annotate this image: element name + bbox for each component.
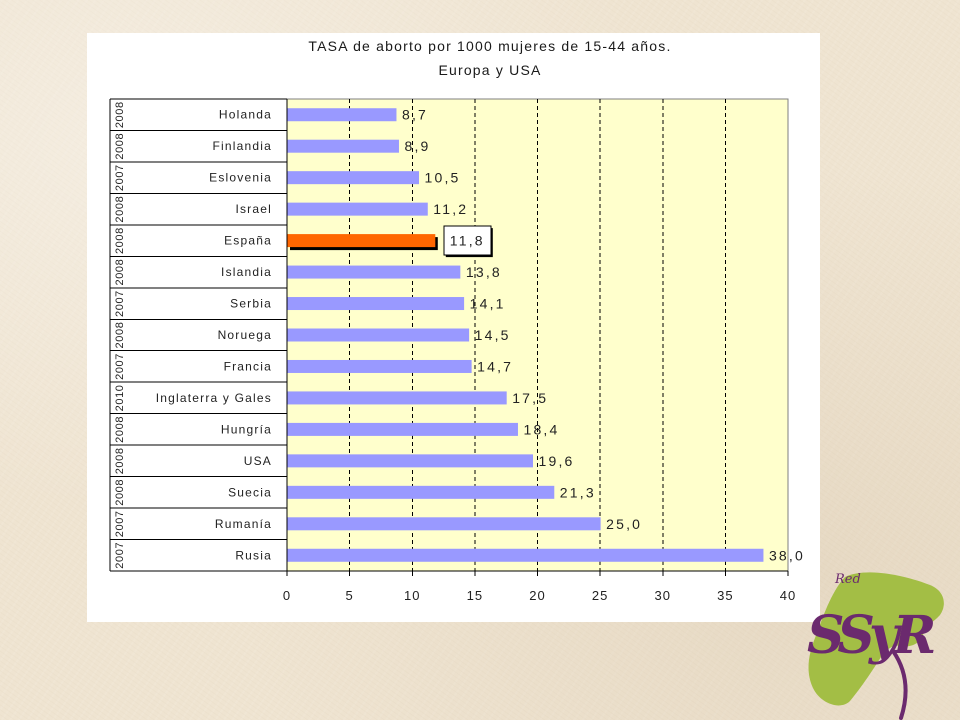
chart-subtitle: Europa y USA [438, 62, 541, 78]
data-label-inglaterra-y-gales: 17,5 [512, 390, 548, 406]
category-label-usa: USA [244, 454, 272, 468]
data-label-hungria: 18,4 [523, 421, 559, 437]
x-tick-label-40: 40 [780, 588, 796, 603]
bar-francia [287, 359, 472, 373]
category-label-eslovenia: Eslovenia [209, 171, 272, 185]
category-label-israel: Israel [235, 202, 272, 216]
year-label-francia: 2007 [114, 353, 126, 380]
data-label-holanda: 8,7 [402, 107, 428, 123]
data-label-francia: 14,7 [477, 358, 513, 374]
category-label-francia: Francia [224, 359, 272, 373]
category-label-suecia: Suecia [228, 485, 272, 499]
category-label-rusia: Rusia [235, 548, 272, 562]
category-label-serbia: Serbia [230, 297, 272, 311]
bar-islandia [287, 265, 461, 279]
year-label-inglaterra-y-gales: 2010 [114, 384, 126, 411]
logo-map-shape [808, 572, 944, 706]
year-label-rumania: 2007 [114, 510, 126, 537]
bar-holanda [287, 108, 397, 122]
logo-swoosh [891, 649, 908, 720]
bar-inglaterra-y-gales [287, 391, 507, 405]
data-label-box-espana [443, 225, 492, 256]
x-tick-label-25: 25 [592, 588, 608, 603]
x-tick-label-15: 15 [467, 588, 483, 603]
category-label-hungria: Hungría [221, 422, 272, 436]
x-tick-label-20: 20 [529, 588, 545, 603]
category-label-islandia: Islandia [221, 265, 272, 279]
bar-serbia [287, 297, 465, 311]
data-label-noruega: 14,5 [475, 327, 511, 343]
data-label-espana: 11,8 [450, 233, 485, 249]
data-label-finlandia: 8,9 [404, 138, 430, 154]
bar-noruega [287, 328, 470, 342]
category-label-rumania: Rumanía [215, 517, 272, 531]
category-label-noruega: Noruega [218, 328, 272, 342]
bar-chart: TASA de aborto por 1000 mujeres de 15-44… [109, 38, 805, 603]
bar-suecia [287, 485, 555, 499]
year-label-suecia: 2008 [114, 479, 126, 506]
x-tick-label-5: 5 [346, 588, 354, 603]
year-label-noruega: 2008 [114, 322, 126, 349]
logo-ssyr-lettering: SSyR [807, 605, 934, 666]
category-table [109, 98, 287, 572]
data-labels: 8,7 8,9 10,5 11,2 11,8 13,8 14,1 14,5 14,7 17,5 18… [402, 107, 805, 564]
x-tick-label-0: 0 [283, 588, 291, 603]
category-label-holanda: Holanda [219, 108, 272, 122]
x-tick-label-30: 30 [655, 588, 671, 603]
bar-espana [287, 234, 436, 248]
data-label-israel: 11,2 [433, 201, 468, 217]
bar-israel [287, 202, 428, 216]
logo-red-text: Red [834, 572, 861, 587]
category-label-espana: España [224, 234, 272, 248]
x-tick-label-35: 35 [717, 588, 733, 603]
category-label-inglaterra-y-gales: Inglaterra y Gales [156, 391, 272, 405]
data-label-serbia: 14,1 [470, 296, 506, 312]
data-label-islandia: 13,8 [466, 264, 502, 280]
year-label-eslovenia: 2007 [114, 164, 126, 191]
data-label-usa: 19,6 [538, 453, 574, 469]
chart-panel: TASA de aborto por 1000 mujeres de 15-44… [87, 33, 820, 622]
data-label-rusia: 38,0 [769, 547, 805, 563]
category-label-finlandia: Finlandia [213, 139, 273, 153]
bar-eslovenia [287, 171, 420, 185]
bar-usa [287, 454, 533, 468]
bar-rumania [287, 517, 601, 531]
year-label-islandia: 2008 [114, 259, 126, 286]
bar-finlandia [287, 139, 399, 153]
bar-rusia [287, 548, 764, 562]
year-label-rusia: 2007 [114, 542, 126, 569]
data-label-eslovenia: 10,5 [425, 170, 461, 186]
data-label-rumania: 25,0 [606, 516, 642, 532]
year-label-hungria: 2008 [114, 416, 126, 443]
x-tick-label-10: 10 [404, 588, 420, 603]
logo: Red SSyR [807, 572, 944, 720]
year-label-israel: 2008 [114, 196, 126, 223]
year-label-finlandia: 2008 [114, 133, 126, 160]
bar-hungria [287, 422, 518, 436]
year-label-usa: 2008 [114, 447, 126, 474]
category-labels: Holanda Finlandia Eslovenia Israel España Isl… [156, 108, 273, 563]
year-labels: 2008 2008 2007 2008 2008 2008 2007 2008 2007 2010… [114, 101, 126, 568]
data-label-suecia: 21,3 [560, 484, 596, 500]
year-label-serbia: 2007 [114, 290, 126, 317]
chart-title: TASA de aborto por 1000 mujeres de 15-44… [308, 38, 671, 54]
x-axis-ticks: 0 5 10 15 20 25 30 35 40 [283, 571, 796, 603]
year-label-espana: 2008 [114, 227, 126, 254]
bars [287, 108, 764, 562]
year-label-holanda: 2008 [114, 101, 126, 128]
